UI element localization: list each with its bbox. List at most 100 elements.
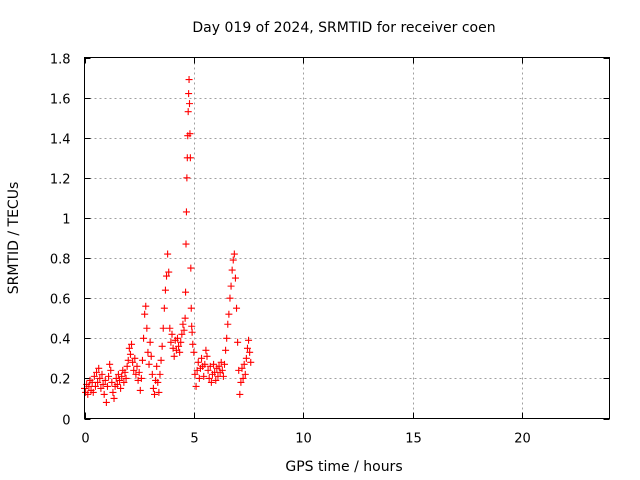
y-tick-label: 1.8 xyxy=(50,53,71,68)
data-point xyxy=(189,340,197,348)
data-point xyxy=(98,370,106,378)
data-point xyxy=(182,288,190,296)
data-point xyxy=(239,374,247,382)
data-point xyxy=(218,366,226,374)
data-point xyxy=(165,268,173,276)
data-point xyxy=(142,302,150,310)
plot-frame xyxy=(84,57,610,419)
y-tick-label: 1 xyxy=(62,213,70,228)
data-point xyxy=(245,336,253,344)
data-point xyxy=(110,394,118,402)
data-point xyxy=(141,310,149,318)
data-point xyxy=(230,250,238,258)
data-point xyxy=(204,366,212,374)
data-point xyxy=(191,370,199,378)
data-points xyxy=(81,76,255,406)
data-point xyxy=(207,378,215,386)
data-point xyxy=(187,264,195,272)
data-point xyxy=(185,90,193,98)
x-tick-label: 20 xyxy=(514,432,531,447)
data-point xyxy=(226,294,234,302)
data-point xyxy=(236,390,244,398)
data-point xyxy=(155,388,163,396)
data-point xyxy=(99,380,107,388)
data-point xyxy=(231,274,239,282)
data-point xyxy=(205,374,213,382)
data-point xyxy=(108,378,116,386)
chart-title: Day 019 of 2024, SRMTID for receiver coe… xyxy=(192,20,495,36)
data-point xyxy=(161,286,169,294)
data-point xyxy=(163,272,171,280)
y-axis-label: SRMTID / TECUs xyxy=(6,182,22,295)
data-point xyxy=(183,174,191,182)
data-point xyxy=(222,346,230,354)
data-point xyxy=(210,360,218,368)
y-tick-label: 1.6 xyxy=(50,93,71,108)
data-point xyxy=(160,304,168,312)
data-point xyxy=(228,266,236,274)
data-point xyxy=(243,344,251,352)
data-point xyxy=(237,378,245,386)
data-point xyxy=(137,374,145,382)
data-point xyxy=(242,354,250,362)
y-tick-label: 1.2 xyxy=(50,173,71,188)
data-point xyxy=(177,338,185,346)
data-point xyxy=(91,382,99,390)
data-point xyxy=(200,372,208,380)
data-point xyxy=(198,354,206,362)
data-point xyxy=(188,322,196,330)
x-tick-label: 0 xyxy=(81,432,89,447)
data-point xyxy=(149,384,157,392)
data-point xyxy=(194,358,202,366)
data-point xyxy=(227,282,235,290)
data-point xyxy=(203,352,211,360)
data-point xyxy=(94,378,102,386)
y-tick-label: 1.4 xyxy=(50,133,71,148)
data-point xyxy=(186,130,194,138)
data-point xyxy=(221,360,228,368)
data-point xyxy=(144,348,152,356)
data-point xyxy=(130,366,138,374)
data-point xyxy=(164,250,172,258)
data-point xyxy=(167,338,175,346)
data-point xyxy=(187,304,195,312)
data-point xyxy=(186,154,194,162)
data-point xyxy=(85,382,93,390)
data-point xyxy=(107,366,115,374)
data-point xyxy=(116,376,123,384)
data-point xyxy=(121,368,129,376)
data-point xyxy=(154,378,162,386)
data-point xyxy=(180,326,188,334)
x-axis-label: GPS time / hours xyxy=(285,459,402,475)
data-point xyxy=(90,372,98,380)
data-point xyxy=(195,374,203,382)
axis-ticks xyxy=(84,57,610,420)
data-point xyxy=(143,324,151,332)
data-point xyxy=(212,376,220,384)
grid-lines xyxy=(84,57,610,419)
data-point xyxy=(101,376,109,384)
data-point xyxy=(192,382,200,390)
data-point xyxy=(241,370,249,378)
data-point xyxy=(118,372,126,380)
y-tick-label: 0.4 xyxy=(50,333,71,348)
data-point xyxy=(233,304,241,312)
data-point xyxy=(128,340,136,348)
data-point xyxy=(125,344,133,352)
data-point xyxy=(124,356,132,364)
data-point xyxy=(133,362,141,370)
data-point xyxy=(126,350,134,358)
data-point xyxy=(131,354,139,362)
data-point xyxy=(219,372,227,380)
y-tick-label: 0.8 xyxy=(50,253,71,268)
data-point xyxy=(109,388,117,396)
data-point xyxy=(153,362,161,370)
data-point xyxy=(215,362,223,370)
data-point xyxy=(159,324,167,332)
data-point xyxy=(186,100,193,108)
data-point xyxy=(188,328,196,336)
data-point xyxy=(106,360,114,368)
data-point xyxy=(123,362,131,370)
data-point xyxy=(190,348,198,356)
data-point xyxy=(129,358,137,366)
